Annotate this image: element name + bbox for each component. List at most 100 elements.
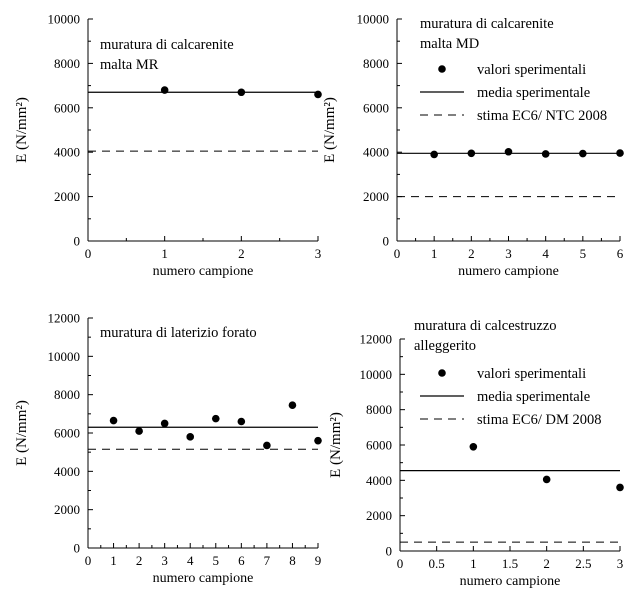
x-tick-label: 0.5 [429, 556, 445, 571]
legend-label: media sperimentale [477, 389, 590, 405]
data-point [263, 441, 271, 450]
x-tick-label: 0 [85, 246, 92, 261]
y-tick-label: 6000 [54, 426, 80, 441]
x-tick-label: 0 [397, 556, 404, 571]
y-tick-label: 2000 [54, 189, 80, 204]
y-tick-label: 12000 [48, 311, 81, 326]
x-tick-label: 1 [110, 553, 117, 568]
x-tick-label: 2 [238, 246, 245, 261]
y-tick-label: 2000 [366, 508, 392, 523]
x-tick-label: 7 [264, 553, 271, 568]
data-point [579, 149, 587, 158]
y-tick-label: 6000 [366, 438, 392, 453]
x-tick-label: 5 [580, 246, 587, 261]
y-tick-label: 0 [383, 234, 390, 249]
y-axis-label: E (N/mm²) [14, 400, 30, 466]
data-point [160, 419, 169, 428]
x-tick-label: 8 [289, 553, 296, 568]
y-tick-label: 8000 [54, 56, 80, 71]
y-tick-label: 4000 [54, 145, 80, 160]
chart-panel-3: 0 2000 4000 6000 8000 10000 12000 0 1 2 3 4 5 6 7 8 9 num… [14, 311, 322, 586]
legend-marker [438, 65, 446, 73]
data-point [160, 86, 169, 94]
x-tick-label: 5 [213, 553, 220, 568]
chart-panel-4: 0 2000 4000 6000 8000 10000 12000 0 0.5 1 1.5 2 2.5 3… [328, 318, 624, 589]
y-tick-label: 8000 [54, 387, 80, 402]
data-point [541, 150, 550, 158]
y-axis-label: E (N/mm²) [14, 97, 30, 163]
x-tick-label: 0 [394, 246, 401, 261]
data-point [237, 88, 246, 97]
data-point [467, 149, 476, 158]
x-tick-label: 0 [85, 553, 92, 568]
y-tick-label: 4000 [54, 464, 80, 479]
chart-panel-1: 0 2000 4000 6000 8000 10000 0 1 2 3 numero campion… [14, 12, 322, 279]
data-point [186, 433, 195, 441]
x-tick-label: 4 [542, 246, 549, 261]
data-point [469, 442, 478, 451]
y-tick-label: 0 [386, 544, 393, 559]
y-tick-label: 12000 [360, 332, 393, 347]
data-point [135, 427, 143, 435]
panel-annotation: malta MD [420, 36, 479, 52]
data-point [109, 416, 118, 425]
y-tick-label: 2000 [54, 502, 80, 517]
x-axis-label: numero campione [460, 574, 561, 589]
y-tick-label: 0 [74, 234, 81, 249]
panel-annotation: muratura di calcarenite [420, 16, 554, 32]
y-axis-label: E (N/mm²) [322, 97, 338, 163]
panel-annotation: alleggerito [414, 338, 476, 354]
y-tick-label: 6000 [54, 100, 80, 115]
x-tick-label: 3 [161, 553, 168, 568]
data-point [504, 147, 513, 156]
x-tick-label: 4 [187, 553, 194, 568]
data-point [314, 436, 322, 445]
x-tick-label: 3 [505, 246, 512, 261]
legend-label: media sperimentale [477, 85, 590, 101]
data-point [237, 417, 246, 426]
chart-panel-2: 0 2000 4000 6000 8000 10000 0 1 2 3 4 5 6 numero camp… [322, 12, 624, 279]
x-tick-label: 1 [431, 246, 438, 261]
x-tick-label: 2.5 [575, 556, 591, 571]
x-axis-label: numero campione [153, 264, 254, 279]
y-tick-label: 10000 [48, 12, 81, 27]
legend-label: valori sperimentali [477, 366, 586, 382]
data-point [616, 483, 624, 492]
x-tick-label: 1.5 [502, 556, 518, 571]
data-point [616, 149, 624, 157]
y-axis-label: E (N/mm²) [328, 412, 344, 478]
legend: valori sperimentali media sperimentale sti… [420, 366, 601, 428]
x-tick-label: 2 [543, 556, 550, 571]
panel-annotation: muratura di calcestruzzo [414, 318, 557, 334]
legend-label: stima EC6/ DM 2008 [477, 412, 601, 428]
data-point [211, 414, 220, 423]
y-tick-label: 2000 [363, 189, 389, 204]
legend-marker [438, 369, 446, 377]
data-point [542, 475, 551, 484]
y-tick-label: 10000 [357, 12, 390, 27]
panel-annotation: malta MR [100, 57, 159, 73]
x-axis-label: numero campione [153, 571, 254, 586]
x-tick-label: 3 [617, 556, 624, 571]
data-point [430, 150, 438, 159]
x-tick-label: 9 [315, 553, 322, 568]
legend-label: stima EC6/ NTC 2008 [477, 108, 607, 124]
y-tick-label: 10000 [360, 367, 393, 382]
x-tick-label: 6 [617, 246, 624, 261]
x-tick-label: 6 [238, 553, 245, 568]
panel-annotation: muratura di calcarenite [100, 37, 234, 53]
y-tick-label: 8000 [363, 56, 389, 71]
data-point [288, 401, 297, 410]
y-tick-label: 6000 [363, 100, 389, 115]
x-tick-label: 1 [470, 556, 477, 571]
y-tick-label: 0 [74, 541, 81, 556]
x-tick-label: 1 [161, 246, 168, 261]
y-tick-label: 4000 [363, 145, 389, 160]
legend-label: valori sperimentali [477, 62, 586, 78]
y-tick-label: 4000 [366, 473, 392, 488]
x-tick-label: 3 [315, 246, 322, 261]
x-tick-label: 2 [468, 246, 475, 261]
panel-annotation: muratura di laterizio forato [100, 325, 257, 341]
x-tick-label: 2 [136, 553, 143, 568]
